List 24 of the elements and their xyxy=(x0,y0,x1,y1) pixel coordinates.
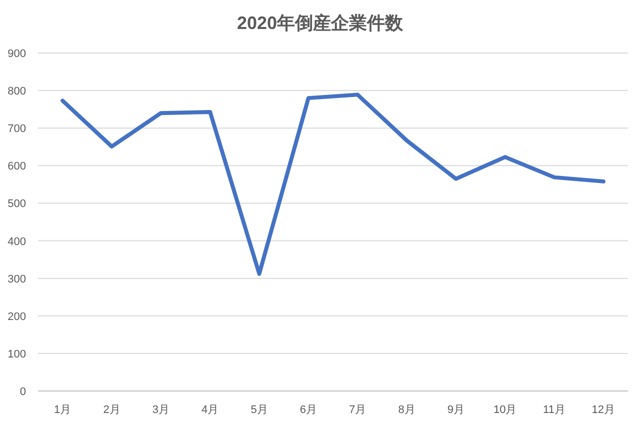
x-tick-label: 9月 xyxy=(447,404,464,416)
x-tick-label: 12月 xyxy=(592,404,616,416)
x-tick-label: 5月 xyxy=(250,404,268,416)
x-tick-label: 6月 xyxy=(300,404,317,416)
y-tick-label: 400 xyxy=(8,236,26,248)
y-tick-label: 600 xyxy=(8,160,26,173)
x-tick-label: 4月 xyxy=(202,404,219,416)
x-tick-label: 3月 xyxy=(152,404,170,416)
line-series xyxy=(60,92,606,276)
x-tick-label: 1月 xyxy=(54,404,72,416)
y-tick-label: 100 xyxy=(8,348,26,360)
x-tick-label: 11月 xyxy=(543,404,566,416)
x-tick-label: 7月 xyxy=(349,404,366,416)
y-tick-label: 800 xyxy=(8,86,26,98)
y-tick-label: 300 xyxy=(8,273,26,286)
y-tick-label: 0 xyxy=(20,386,26,398)
y-tick-label: 700 xyxy=(8,123,26,136)
y-tick-label: 500 xyxy=(8,198,26,210)
y-tick-label: 900 xyxy=(8,48,26,60)
x-tick-label: 10月 xyxy=(493,404,517,416)
y-tick-label: 200 xyxy=(8,310,26,323)
x-tick-label: 2月 xyxy=(103,404,120,416)
chart-title: 2020年倒産企業件数 xyxy=(236,13,404,33)
x-tick-label: 8月 xyxy=(398,404,416,416)
